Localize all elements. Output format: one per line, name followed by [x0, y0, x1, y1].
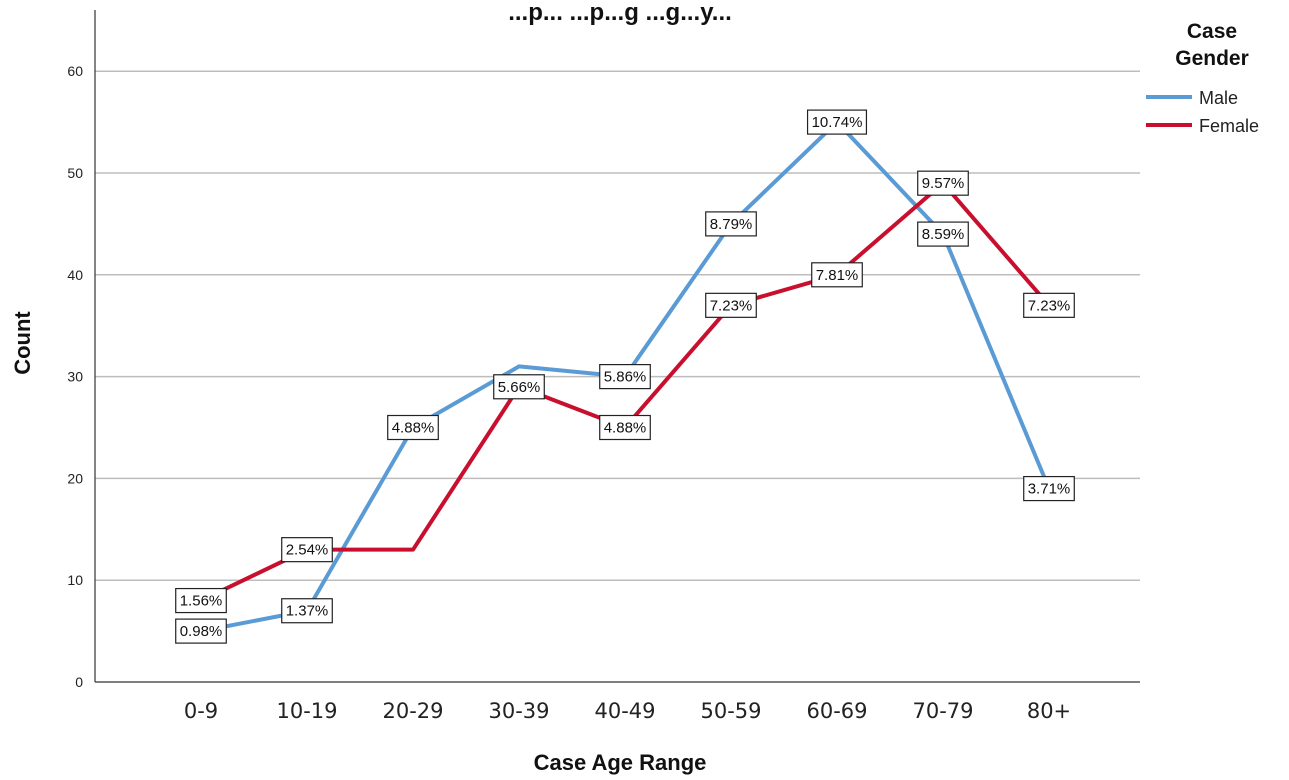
data-label-box [599, 414, 651, 441]
data-label-box [175, 587, 227, 614]
data-label-box [1023, 475, 1075, 502]
data-label-box [811, 262, 863, 288]
data-label-box [175, 618, 227, 644]
data-label-male: 0.98% [175, 618, 227, 644]
y-tick-label: 0 [75, 674, 83, 690]
data-label-female: 5.66% [493, 374, 545, 400]
data-label-male: 8.79% [705, 211, 757, 237]
y-tick-label: 50 [67, 165, 83, 181]
x-tick-label: 40-49 [594, 699, 655, 723]
x-tick-label: 0-9 [184, 699, 218, 723]
data-label-box [806, 109, 868, 135]
data-label-text: 8.79% [710, 216, 753, 233]
chart-title: ...p... ...p...g ...g...y... [508, 0, 732, 26]
data-label-text: 4.88% [604, 420, 647, 437]
x-axis-title: Case Age Range [534, 750, 707, 775]
x-tick-label: 10-19 [276, 699, 337, 723]
data-label-text: 0.98% [180, 623, 223, 640]
y-axis-title: Count [10, 311, 35, 375]
data-label-female: 7.23% [1023, 292, 1075, 318]
data-label-box [705, 292, 757, 318]
data-label-text: 7.23% [710, 297, 753, 314]
legend: Case Gender Male Female [1146, 20, 1259, 136]
x-tick-labels: 0-9 10-19 20-29 30-39 40-49 50-59 60-69 70-79 80… [184, 699, 1071, 723]
data-label-male: 4.88% [387, 414, 439, 441]
data-label-female: 2.54% [281, 537, 333, 563]
data-label-female: 4.88% [599, 414, 651, 441]
data-label-female: 1.56% [175, 587, 227, 614]
x-tick-label: 60-69 [806, 699, 867, 723]
data-label-box [917, 170, 969, 196]
legend-label-female: Female [1199, 116, 1259, 136]
data-label-text: 5.86% [604, 369, 647, 386]
data-label-box [1023, 292, 1075, 318]
axes [94, 10, 1140, 683]
data-label-female: 7.23% [705, 292, 757, 318]
data-label-text: 7.23% [1028, 297, 1071, 314]
x-tick-label: 30-39 [488, 699, 549, 723]
data-label-male: 1.37% [281, 598, 333, 624]
y-tick-label: 60 [67, 63, 83, 79]
legend-title-line-2: Gender [1175, 47, 1249, 70]
data-label-text: 7.81% [816, 267, 859, 284]
data-label-text: 4.88% [392, 420, 435, 437]
y-tick-label: 40 [67, 267, 83, 283]
x-tick-label: 80+ [1027, 699, 1071, 723]
data-label-text: 2.54% [286, 542, 329, 559]
x-tick-label: 70-79 [912, 699, 973, 723]
data-label-text: 3.71% [1028, 481, 1071, 498]
data-label-box [599, 364, 651, 390]
data-label-text: 9.57% [922, 175, 965, 192]
data-label-male: 5.86% [599, 364, 651, 390]
y-tick-label: 10 [67, 572, 83, 588]
data-label-male: 3.71% [1023, 475, 1075, 502]
data-label-box [281, 537, 333, 563]
data-label-female: 7.81% [811, 262, 863, 288]
legend-title-line-1: Case [1187, 20, 1237, 43]
x-tick-label: 20-29 [382, 699, 443, 723]
data-label-male: 10.74% [806, 109, 868, 135]
data-label-male: 8.59% [917, 221, 969, 247]
data-label-box [705, 211, 757, 237]
data-label-female: 9.57% [917, 170, 969, 196]
y-tick-label: 30 [67, 369, 83, 385]
data-label-text: 10.74% [812, 114, 863, 131]
y-tick-labels: 0 10 20 30 40 50 60 [67, 63, 83, 690]
data-label-text: 8.59% [922, 226, 965, 243]
x-tick-label: 50-59 [700, 699, 761, 723]
legend-label-male: Male [1199, 88, 1238, 108]
data-label-text: 5.66% [498, 379, 541, 396]
data-label-box [917, 221, 969, 247]
data-label-text: 1.56% [180, 593, 223, 610]
data-label-text: 1.37% [286, 603, 329, 620]
data-label-box [281, 598, 333, 624]
data-labels: 0.98% 1.37% 4.88% 5.86% 8.79% 10.74% 8.59% 3.71… [175, 109, 1075, 644]
data-label-box [493, 374, 545, 400]
data-label-box [387, 414, 439, 441]
y-tick-label: 20 [67, 470, 83, 486]
